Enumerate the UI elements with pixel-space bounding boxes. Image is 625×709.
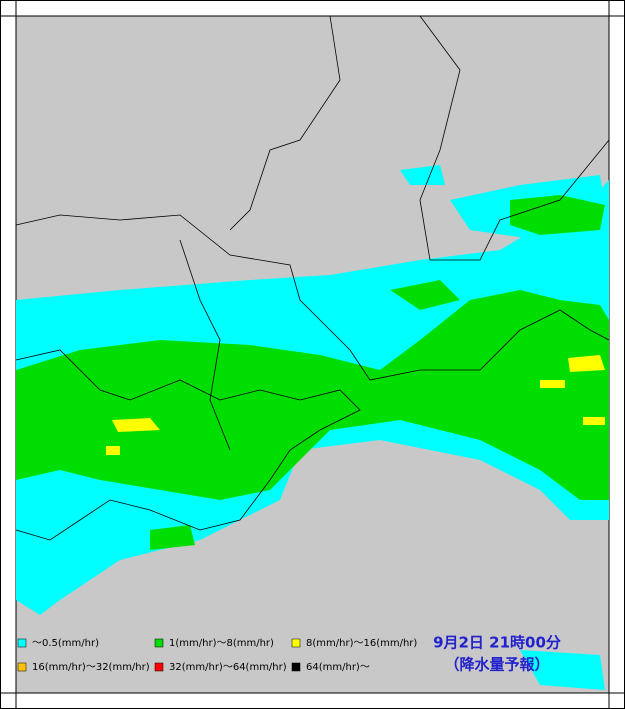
legend-label: ～0.5(mm/hr) bbox=[32, 638, 99, 649]
legend-swatch bbox=[291, 662, 301, 672]
legend-swatch bbox=[17, 662, 27, 672]
rain-yellow bbox=[106, 355, 605, 455]
legend: ～0.5(mm/hr) 1(mm/hr)～8(mm/hr) 8(mm/hr)～16(… bbox=[17, 638, 417, 673]
legend-swatch bbox=[154, 638, 164, 648]
legend-label: 8(mm/hr)～16(mm/hr) bbox=[306, 638, 417, 649]
legend-swatch bbox=[291, 638, 301, 648]
coastline bbox=[15, 15, 610, 541]
product-label: （降水量予報） bbox=[444, 656, 549, 674]
legend-label: 1(mm/hr)～8(mm/hr) bbox=[169, 638, 274, 649]
timestamp: 9月2日 21時00分 bbox=[433, 634, 561, 652]
legend-label: 64(mm/hr)～ bbox=[306, 662, 370, 673]
legend-label: 16(mm/hr)～32(mm/hr) bbox=[32, 662, 150, 673]
legend-label: 32(mm/hr)～64(mm/hr) bbox=[169, 662, 287, 673]
legend-swatch bbox=[154, 662, 164, 672]
legend-swatch bbox=[17, 638, 27, 648]
rain-green bbox=[16, 195, 609, 550]
